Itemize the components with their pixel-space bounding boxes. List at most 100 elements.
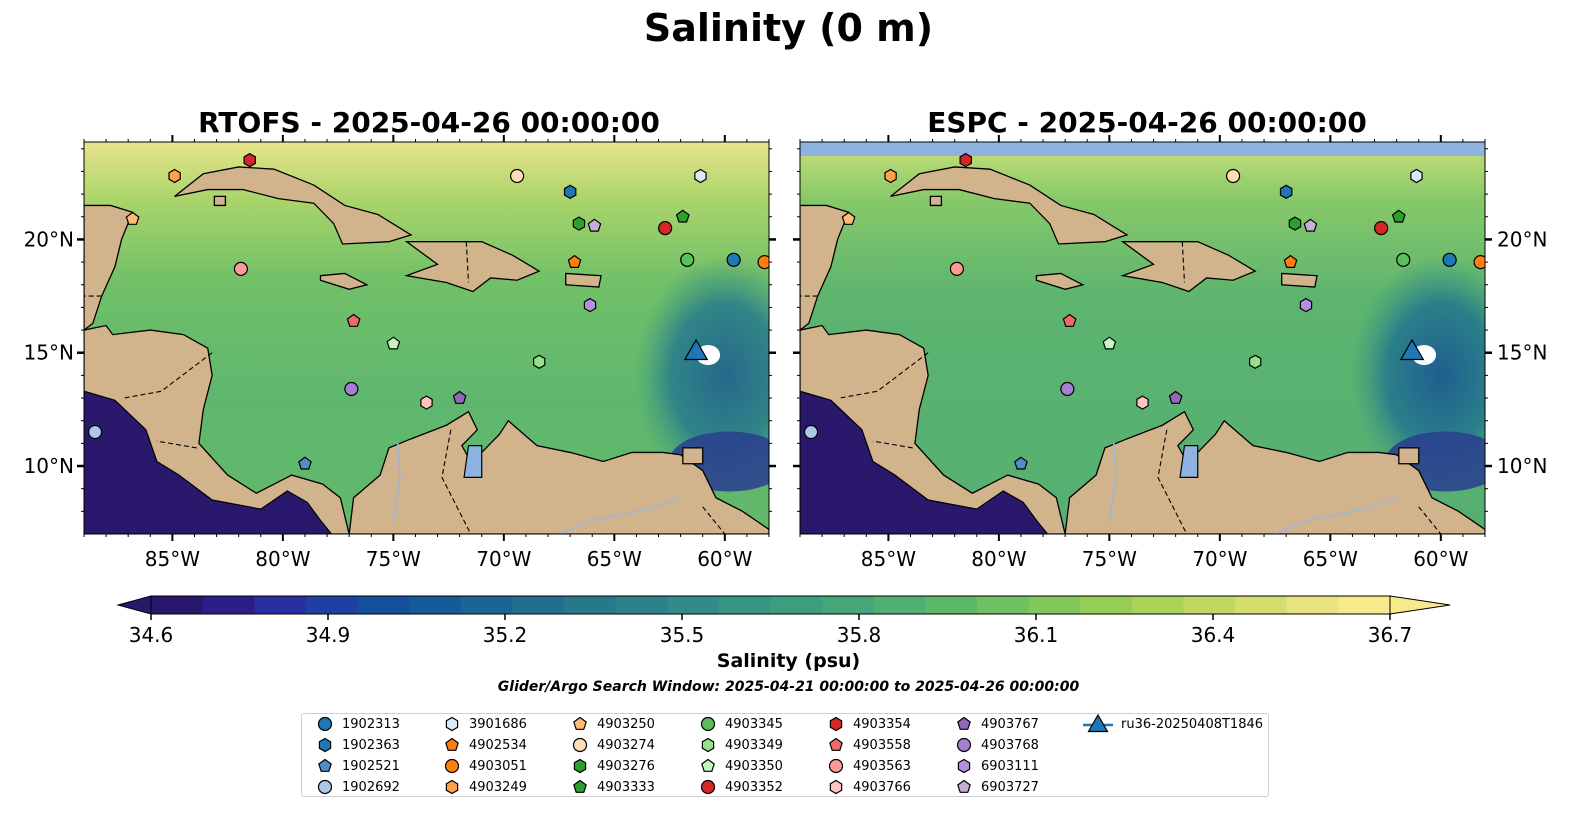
isla-juventud-land xyxy=(213,195,227,207)
espc-panel-title: ESPC - 2025-04-26 00:00:00 xyxy=(927,106,1367,139)
legend-label: 4903767 xyxy=(981,716,1039,732)
legend-marker xyxy=(829,716,843,732)
y-tick-label: 15°N xyxy=(1497,341,1547,365)
legend-marker xyxy=(445,779,459,795)
legend-label: 4903563 xyxy=(853,758,911,774)
legend-marker xyxy=(318,758,332,772)
jamaica-land xyxy=(319,272,369,290)
legend-item: 1902692 xyxy=(314,777,400,797)
lake-maracaibo xyxy=(463,445,483,478)
espc-map: 85°W 80°W 75°W 70°W 65°W 60°W 20°N 15°N 10°N xyxy=(793,135,1547,571)
legend-hexagon-icon xyxy=(573,758,587,774)
legend-marker xyxy=(957,758,971,774)
x-tick-label: 60°W xyxy=(697,547,752,571)
cuba-land xyxy=(174,166,413,245)
legend-hexagon-icon xyxy=(829,779,843,795)
yucatan-land xyxy=(800,204,850,331)
puerto-rico-land xyxy=(1281,272,1318,288)
legend-item: 4903767 xyxy=(953,714,1039,734)
x-tick-label: 75°W xyxy=(1082,547,1137,571)
x-tick-label: 60°W xyxy=(1413,547,1468,571)
legend-label: 4903354 xyxy=(853,716,911,732)
float-marker-4903352 xyxy=(658,221,673,236)
float-marker-4903249 xyxy=(168,168,181,184)
legend-hexagon-icon xyxy=(318,737,332,753)
cuba-land xyxy=(890,166,1129,245)
map-frame xyxy=(83,141,770,535)
legend-label: 4903350 xyxy=(725,758,783,774)
float-marker-4903345 xyxy=(1396,252,1411,267)
legend-marker xyxy=(318,737,332,753)
legend-label: 4903249 xyxy=(469,779,527,795)
legend-marker xyxy=(573,716,587,730)
trinidad-land xyxy=(682,447,704,465)
lake-maracaibo xyxy=(1179,445,1199,478)
float-marker-3901686 xyxy=(1410,168,1423,184)
float-marker-4903051 xyxy=(757,254,769,270)
legend-label: 4903250 xyxy=(597,716,655,732)
missing-data-band xyxy=(800,142,1485,156)
river xyxy=(558,496,681,534)
legend-label: ru36-20250408T1846 xyxy=(1121,716,1264,732)
legend-item: 6903111 xyxy=(953,756,1039,776)
legend-label: 4903276 xyxy=(597,758,655,774)
legend-marker xyxy=(700,779,716,795)
legend-circle-icon xyxy=(956,737,972,753)
legend-marker xyxy=(573,779,587,793)
legend-label: 1902313 xyxy=(342,716,400,732)
float-marker-6903727 xyxy=(1303,218,1318,232)
legend-item: 4903352 xyxy=(697,777,783,797)
float-marker-4903051 xyxy=(1473,254,1485,270)
legend-marker xyxy=(317,716,333,732)
legend-marker xyxy=(445,716,459,732)
country-border xyxy=(872,440,913,449)
legend-circle-icon xyxy=(317,779,333,795)
legend-hexagon-icon xyxy=(829,716,843,732)
legend-marker xyxy=(701,758,715,772)
legend: 1902313 1902363 1902521 1902692 3901686 49025… xyxy=(301,713,1269,797)
legend-marker xyxy=(317,779,333,795)
float-marker-4903350 xyxy=(1102,336,1117,350)
country-border xyxy=(465,241,470,283)
legend-item: 4903558 xyxy=(825,735,911,755)
legend-item: 4903345 xyxy=(697,714,783,734)
float-marker-4903350 xyxy=(386,336,401,350)
legend-item: 1902521 xyxy=(314,756,400,776)
x-tick-label: 85°W xyxy=(861,547,916,571)
float-marker-4903354 xyxy=(243,152,256,168)
x-tick-label: 70°W xyxy=(476,547,531,571)
country-border xyxy=(156,440,197,449)
legend-item: 4903276 xyxy=(569,756,655,776)
legend-marker xyxy=(701,737,715,753)
legend-item: 4903274 xyxy=(569,735,655,755)
legend-marker xyxy=(572,737,588,753)
legend-hexagon-icon xyxy=(701,737,715,753)
legend-pentagon-icon xyxy=(957,779,971,793)
legend-glider-icon xyxy=(1087,714,1109,733)
legend-marker xyxy=(956,737,972,753)
y-tick-label: 15°N xyxy=(24,341,74,365)
float-marker-4903563 xyxy=(233,261,248,276)
legend-item: 4903354 xyxy=(825,714,911,734)
legend-pentagon-icon xyxy=(829,737,843,751)
legend-item: ru36-20250408T1846 xyxy=(1081,714,1263,734)
legend-item: 4902534 xyxy=(441,735,527,755)
country-border xyxy=(441,429,472,534)
map-frame xyxy=(799,141,1486,535)
country-border xyxy=(123,352,213,399)
legend-item: 4903333 xyxy=(569,777,655,797)
float-marker-4903558 xyxy=(1062,313,1077,327)
float-marker-4903349 xyxy=(532,354,546,369)
legend-circle-icon xyxy=(572,737,588,753)
float-marker-4903250 xyxy=(125,211,140,225)
legend-circle-icon xyxy=(700,716,716,732)
legend-label: 4903051 xyxy=(469,758,527,774)
legend-hexagon-icon xyxy=(445,779,459,795)
legend-item: 4903350 xyxy=(697,756,783,776)
float-marker-4903563 xyxy=(949,261,964,276)
legend-pentagon-icon xyxy=(573,716,587,730)
y-tick-label: 10°N xyxy=(1497,454,1547,478)
float-marker-4903276 xyxy=(1288,216,1302,231)
float-marker-1902363 xyxy=(563,184,577,199)
float-marker-4903276 xyxy=(572,216,586,231)
